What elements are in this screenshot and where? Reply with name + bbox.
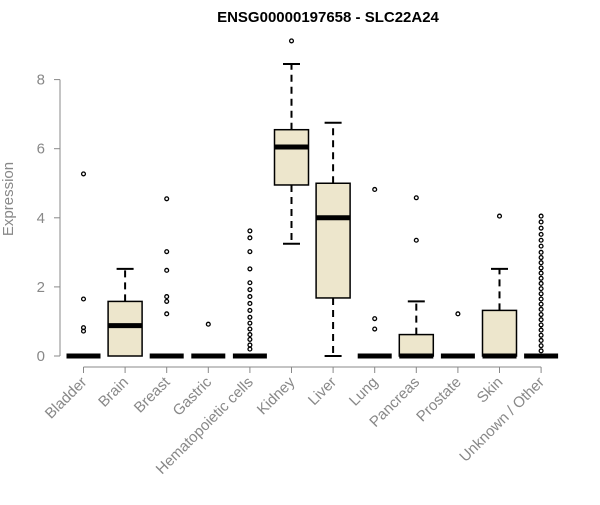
x-tick-label-lung: Lung [346,374,382,410]
x-tick-label-liver: Liver [305,374,340,409]
outlier-point [538,254,544,261]
outlier-point [413,237,419,243]
outlier-point [247,332,253,338]
box-group-kidney [273,38,310,245]
outlier-point [247,320,253,326]
y-tick-label: 2 [37,279,45,296]
outlier-point [538,348,544,354]
box-iqr [398,333,435,357]
outlier-point [247,326,253,332]
outlier-point [164,249,170,255]
outlier-point [247,342,253,348]
y-axis: 0 2 4 6 8 [37,72,61,365]
outlier-point [538,265,544,271]
outlier-point [538,306,544,312]
box-iqr [273,128,310,186]
box-group-prostate [440,311,475,359]
outlier-point [538,337,544,344]
outlier-point [80,171,87,177]
outlier-point [247,266,253,272]
box-iqr [481,309,518,357]
outlier-point [372,326,378,332]
outlier-point [80,296,87,302]
outlier-point [538,317,544,323]
plot-area [66,38,559,359]
box-group-skin [481,213,518,359]
outlier-point [538,343,544,349]
outlier-point [413,195,419,201]
outlier-point [538,270,544,276]
outlier-point [80,328,87,334]
outlier-point [247,235,253,241]
y-tick-label: 6 [37,141,45,158]
outlier-point [247,314,253,320]
outlier-point [288,38,295,44]
outlier-point [247,280,253,286]
box-group-bladder [66,171,101,359]
box-group-hematopoietic-cells [232,228,267,359]
outlier-point [164,298,170,304]
outlier-point [247,300,253,307]
outlier-point [247,336,253,342]
outlier-point [538,213,544,219]
outlier-point [205,321,211,327]
outlier-point [372,316,378,322]
outlier-point [538,322,544,328]
outlier-point [538,225,544,231]
x-tick-label-kidney: Kidney [254,373,299,418]
box-group-gastric [191,321,226,359]
y-tick-label: 8 [37,72,45,89]
outlier-point [247,307,253,313]
outlier-point [247,346,253,352]
outlier-point [538,291,544,297]
outlier-point [538,275,544,281]
outlier-point [538,327,544,333]
box-group-liver [315,121,351,357]
chart-title: ENSG00000197658 - SLC22A24 [217,9,439,26]
x-tick-label-breast: Breast [131,373,174,416]
x-tick-label-brain: Brain [95,374,132,411]
x-tick-label-bladder: Bladder [42,374,91,423]
outlier-point [164,311,170,317]
outlier-point [164,267,170,273]
y-axis-label: Expression [0,162,17,236]
outlier-point [538,243,544,249]
outlier-point [538,332,544,338]
outlier-point [538,219,544,225]
outlier-point [538,301,544,307]
y-tick-label: 4 [37,210,45,227]
outlier-point [538,231,544,237]
box-group-unknown-other [524,213,559,359]
outlier-point [372,186,378,193]
outlier-point [247,294,253,300]
box-iqr [315,182,351,299]
box-group-breast [149,196,184,359]
box-iqr [107,300,143,357]
outlier-point [538,286,544,292]
outlier-point [247,228,253,234]
x-tick-label-skin: Skin [474,374,507,407]
x-tick-label-prostate: Prostate [413,374,465,426]
outlier-point [538,260,544,266]
outlier-point [496,213,503,219]
outlier-point [455,311,461,317]
outlier-point [538,237,544,243]
outlier-point [164,294,170,300]
outlier-point [538,296,544,302]
outlier-point [538,280,544,286]
y-tick-label: 0 [37,348,45,365]
outlier-point [247,287,253,293]
outlier-point [538,311,544,318]
box-group-lung [357,186,392,359]
box-group-pancreas [398,195,435,359]
outlier-point [164,196,170,202]
box-group-brain [107,267,143,357]
outlier-point [538,249,544,255]
outlier-point [247,249,253,255]
